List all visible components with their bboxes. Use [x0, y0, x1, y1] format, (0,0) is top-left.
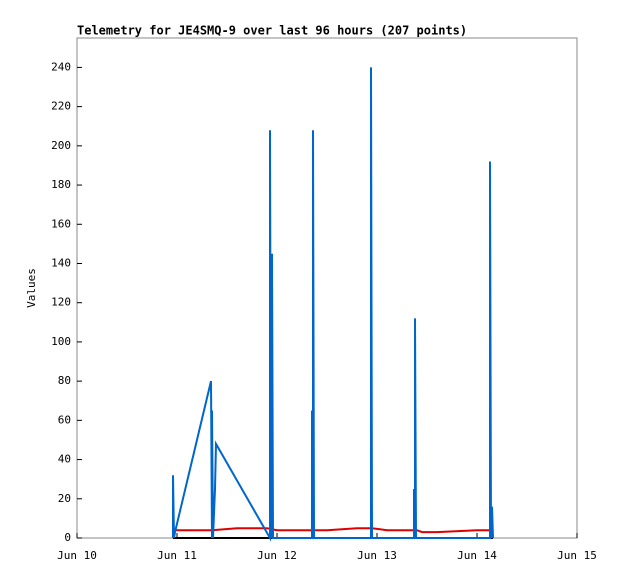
y-tick-label: 220	[51, 100, 71, 113]
y-tick-label: 160	[51, 217, 71, 230]
series-line	[172, 67, 494, 542]
x-tick-label: Jun 12	[257, 549, 297, 562]
y-tick-label: 60	[58, 413, 71, 426]
series-line	[173, 527, 493, 534]
y-tick-label: 200	[51, 139, 71, 152]
y-tick-label: 0	[64, 531, 71, 544]
y-tick-label: 20	[58, 492, 71, 505]
y-tick-label: 40	[58, 453, 71, 466]
x-tick-label: Jun 13	[357, 549, 397, 562]
y-tick-label: 100	[51, 335, 71, 348]
chart-title: Telemetry for JE4SMQ-9 over last 96 hour…	[77, 24, 467, 38]
y-axis-label: Values	[25, 268, 38, 308]
plot-area	[76, 37, 578, 539]
y-tick-label: 80	[58, 374, 71, 387]
y-tick-label: 240	[51, 60, 71, 73]
y-tick-label: 120	[51, 296, 71, 309]
y-tick-label: 180	[51, 178, 71, 191]
x-tick-label: Jun 15	[557, 549, 597, 562]
y-tick-label: 140	[51, 256, 71, 269]
x-tick-label: Jun 11	[157, 549, 197, 562]
x-tick-label: Jun 10	[57, 549, 97, 562]
x-tick-label: Jun 14	[457, 549, 497, 562]
